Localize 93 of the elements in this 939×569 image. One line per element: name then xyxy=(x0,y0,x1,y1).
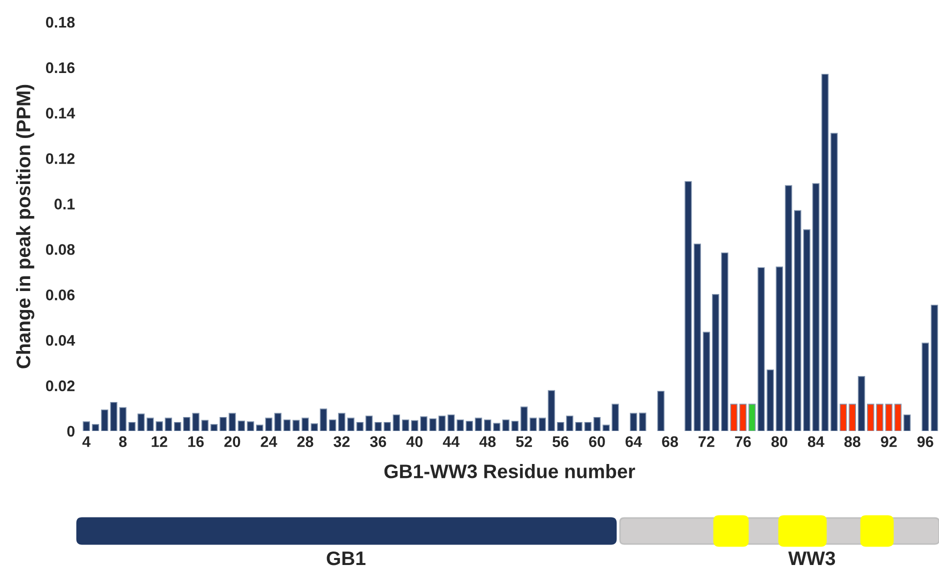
text: WW3 xyxy=(788,551,836,566)
x-tick-label: 44 xyxy=(442,436,460,447)
bar xyxy=(748,404,756,431)
y-tick-label: 0 xyxy=(67,426,75,437)
bar xyxy=(584,422,592,431)
bar xyxy=(274,412,282,431)
x-tick-label: 92 xyxy=(880,436,897,448)
x-tick-label: 60 xyxy=(589,436,605,448)
x-tick-label: 56 xyxy=(552,436,569,448)
bar xyxy=(429,418,437,431)
bar xyxy=(812,183,820,431)
bar xyxy=(840,404,847,431)
bar xyxy=(466,420,473,431)
x-tick-label: 8 xyxy=(119,436,127,448)
x-tick-label: 52 xyxy=(516,436,532,448)
y-tick-label: 0.06 xyxy=(46,290,75,300)
y-tick-label: 0.02 xyxy=(46,380,75,392)
bar xyxy=(365,416,373,431)
x-tick-label: 88 xyxy=(844,436,860,448)
bar xyxy=(484,419,492,431)
bar xyxy=(520,406,528,431)
bar xyxy=(137,414,145,431)
bar xyxy=(246,421,254,431)
bar xyxy=(320,408,328,431)
bar xyxy=(356,422,364,431)
bar xyxy=(776,266,784,431)
bar xyxy=(438,416,446,431)
bar xyxy=(784,185,792,431)
x-tick-label: 32 xyxy=(334,436,350,448)
bar xyxy=(283,419,291,431)
bar xyxy=(830,132,838,431)
bar xyxy=(639,412,646,431)
bar xyxy=(238,420,246,431)
y-tick-label: 0.1 xyxy=(54,198,75,210)
x-tick-label: 48 xyxy=(479,436,496,448)
bar xyxy=(292,420,300,431)
bar xyxy=(82,421,90,431)
bar xyxy=(164,418,172,431)
text: GB1 xyxy=(326,551,366,566)
x-tick-label: 24 xyxy=(260,436,278,447)
bar xyxy=(593,416,601,431)
bar xyxy=(930,304,938,431)
bar xyxy=(858,376,866,431)
bar xyxy=(456,419,464,431)
y-tick-label: 0.14 xyxy=(46,108,76,119)
bar xyxy=(392,414,400,431)
bar xyxy=(328,419,336,431)
bar xyxy=(630,412,638,431)
bar xyxy=(92,424,100,431)
bar xyxy=(201,420,209,431)
x-tick-label: 36 xyxy=(370,436,386,448)
x-tick-label: 4 xyxy=(82,436,91,447)
x-tick-label: 16 xyxy=(188,436,204,448)
bar xyxy=(556,422,564,431)
bar xyxy=(821,74,829,431)
x-axis-title: GB1-WW3 Residue number xyxy=(384,464,636,478)
bar xyxy=(548,390,556,431)
bar xyxy=(712,294,720,431)
x-tick-label: 72 xyxy=(698,436,714,447)
x-tick-label: 12 xyxy=(152,436,168,447)
bar xyxy=(848,404,856,431)
y-tick-label: 0.18 xyxy=(46,16,75,28)
bar xyxy=(903,414,911,431)
y-tick-label: 0.16 xyxy=(46,62,75,74)
bar xyxy=(448,414,455,431)
bar xyxy=(894,404,902,431)
x-tick-label: 64 xyxy=(626,436,642,448)
x-tick-label: 76 xyxy=(735,436,751,448)
x-tick-label: 40 xyxy=(406,436,423,448)
bar xyxy=(110,402,118,431)
x-tick-label: 20 xyxy=(224,436,240,448)
x-tick-label: 68 xyxy=(662,436,678,448)
x-tick-label: 96 xyxy=(917,436,934,448)
bar xyxy=(474,418,482,431)
bar xyxy=(657,390,664,431)
x-tick-label: 84 xyxy=(808,436,824,448)
y-tick-label: 0.04 xyxy=(46,334,76,346)
bar xyxy=(739,404,747,431)
bar xyxy=(511,420,519,431)
bar xyxy=(101,409,108,431)
bar xyxy=(128,422,136,431)
bar xyxy=(866,404,874,431)
bar xyxy=(702,332,710,431)
bar xyxy=(174,422,182,431)
y-axis-title: Change in peak position (PPM) xyxy=(16,84,34,368)
bar xyxy=(119,407,126,431)
y-tick-label: 0.12 xyxy=(46,153,75,164)
x-tick-label: 28 xyxy=(297,436,314,448)
bar xyxy=(922,342,929,431)
y-tick-label: 0.08 xyxy=(46,244,75,255)
bar xyxy=(402,419,410,431)
bar xyxy=(210,424,218,431)
x-tick-label: 80 xyxy=(771,436,788,448)
